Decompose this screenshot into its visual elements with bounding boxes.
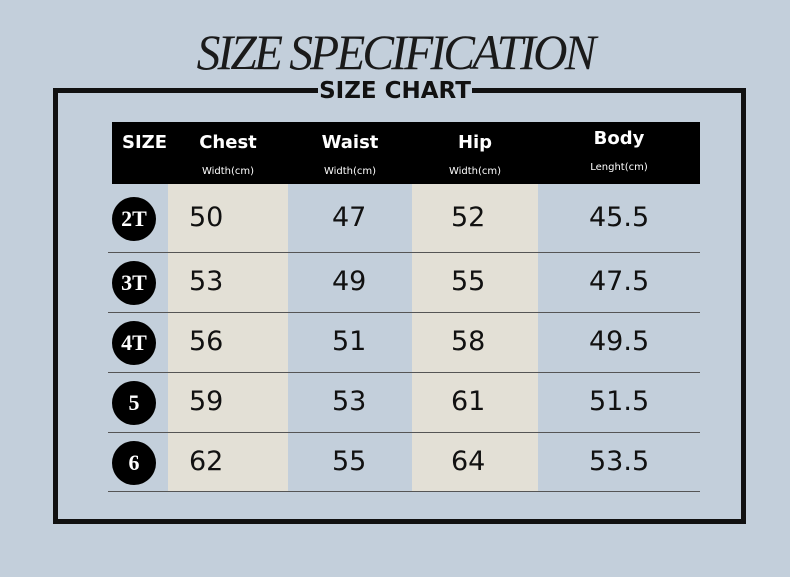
cell: 53 [332, 386, 367, 417]
cell: 62 [189, 445, 224, 477]
cell: 55 [451, 266, 486, 297]
cell: 59 [189, 386, 224, 417]
cell: 61 [451, 386, 486, 417]
subtitle: SIZE CHART [318, 77, 472, 105]
title: SIZE SPECIFICATION [196, 24, 597, 80]
cell: 64 [451, 445, 486, 477]
cell: 50 [189, 201, 224, 233]
header-unit: Width(cm) [201, 166, 255, 177]
cell: 56 [189, 326, 224, 357]
header-label: Hip [457, 132, 493, 153]
row-rule [108, 432, 700, 433]
size-badge: 6 [112, 440, 156, 485]
cell: 52 [451, 201, 486, 233]
size-badge: 5 [112, 381, 156, 425]
cell: 55 [332, 445, 367, 477]
row-rule [108, 252, 700, 253]
column-shade [412, 184, 538, 492]
row-rule [108, 491, 700, 492]
header-unit: Width(cm) [323, 166, 377, 177]
header-unit: Lenght(cm) [590, 162, 648, 173]
header-label: Chest [199, 132, 257, 153]
column-shade [168, 184, 288, 492]
row-rule [108, 312, 700, 313]
cell: 51 [332, 326, 367, 357]
cell: 53.5 [589, 445, 650, 477]
cell: 49 [332, 266, 367, 297]
cell: 47.5 [589, 266, 650, 297]
header-label: Waist [321, 132, 379, 153]
header-label: SIZE [122, 132, 168, 153]
cell: 45.5 [589, 201, 650, 233]
header-unit: Width(cm) [448, 166, 502, 177]
cell: 51.5 [589, 386, 650, 417]
cell: 49.5 [589, 326, 650, 357]
cell: 53 [189, 266, 224, 297]
row-rule [108, 372, 700, 373]
size-badge: 4T [112, 321, 156, 365]
size-badge: 2T [112, 196, 156, 241]
header-label: Body [593, 128, 645, 149]
table-header [112, 122, 700, 184]
size-badge: 3T [112, 261, 156, 305]
cell: 58 [451, 326, 486, 357]
cell: 47 [332, 201, 367, 233]
